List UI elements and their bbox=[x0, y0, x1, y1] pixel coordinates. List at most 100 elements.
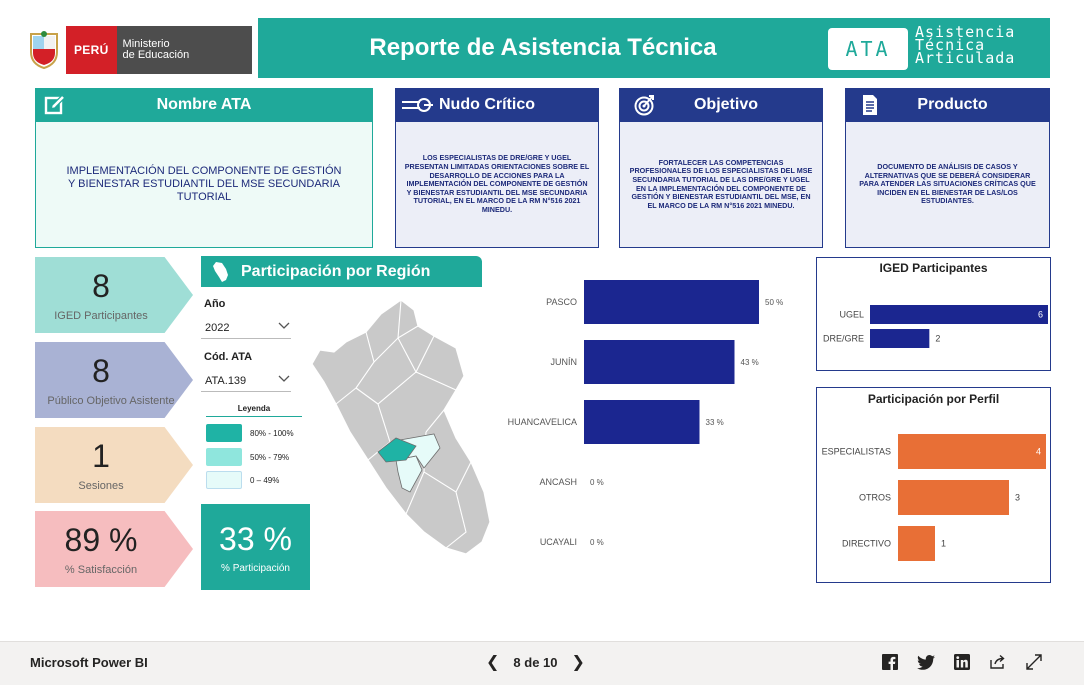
kpi-satisfaccion: 89 % % Satisfacción bbox=[35, 511, 193, 587]
legend-swatch-high bbox=[206, 424, 242, 442]
minedu-logo: PERÚ Ministerio de Educación bbox=[22, 26, 252, 74]
kpi-sesiones-value: 1 bbox=[92, 438, 110, 474]
region-bar bbox=[584, 340, 735, 384]
region-bar-category: PASCO bbox=[546, 297, 577, 307]
code-select[interactable]: ATA.139 bbox=[201, 370, 291, 392]
legend-item-mid: 50% - 79% bbox=[206, 448, 289, 466]
region-bar bbox=[584, 400, 700, 444]
iged-bar-value-label: 6 bbox=[1038, 310, 1043, 320]
nombre-ata-header: Nombre ATA bbox=[35, 88, 373, 122]
legend-title: Leyenda bbox=[206, 404, 302, 417]
chevron-down-icon bbox=[277, 374, 291, 387]
objetivo-body: FORTALECER LAS COMPETENCIAS PROFESIONALE… bbox=[619, 122, 823, 248]
region-bar-category: ANCASH bbox=[539, 477, 577, 487]
region-bar-category: UCAYALI bbox=[540, 537, 577, 547]
region-header: Participación por Región bbox=[201, 256, 482, 287]
producto-title: Producto bbox=[917, 96, 988, 113]
year-select-value: 2022 bbox=[205, 321, 230, 334]
kpi-satisfaccion-value: 89 % bbox=[64, 522, 138, 558]
iged-bar-value-label: 2 bbox=[935, 334, 940, 344]
edit-icon bbox=[35, 94, 75, 116]
legend-label-mid: 50% - 79% bbox=[250, 452, 290, 462]
objetivo-header: Objetivo bbox=[619, 88, 823, 122]
perfil-bar-category: DIRECTIVO bbox=[842, 539, 891, 549]
perfil-bar bbox=[898, 434, 1046, 469]
kpi-participacion-label: % Participación bbox=[221, 562, 290, 574]
peru-label: PERÚ bbox=[66, 26, 117, 74]
legend-swatch-mid bbox=[206, 448, 242, 466]
kpi-iged-value: 8 bbox=[92, 268, 110, 304]
legend-item-high: 80% - 100% bbox=[206, 424, 294, 442]
power-bi-link[interactable]: Microsoft Power BI bbox=[30, 655, 148, 670]
knot-icon bbox=[395, 96, 439, 114]
legend-label-low: 0 – 49% bbox=[250, 475, 280, 485]
kpi-iged-label: IGED Participantes bbox=[54, 310, 148, 322]
legend-swatch-low bbox=[206, 471, 242, 489]
page-navigator: ❮ 8 de 10 ❯ bbox=[486, 652, 585, 672]
iged-bar-category: DRE/GRE bbox=[823, 334, 864, 344]
page-indicator: 8 de 10 bbox=[513, 654, 558, 670]
kpi-participacion-value: 33 % bbox=[219, 520, 292, 557]
perfil-bar bbox=[898, 480, 1009, 515]
kpi-sesiones-label: Sesiones bbox=[78, 480, 124, 492]
perfil-bar-category: OTROS bbox=[859, 493, 891, 503]
ata-full-name: Asistencia Técnica Articulada bbox=[915, 23, 1045, 67]
iged-bar-category: UGEL bbox=[839, 310, 864, 320]
nombre-ata-body: IMPLEMENTACIÓN DEL COMPONENTE DE GESTIÓN… bbox=[35, 122, 373, 248]
document-icon bbox=[845, 94, 895, 116]
nombre-ata-title: Nombre ATA bbox=[156, 96, 252, 113]
ata-badge: ATA bbox=[828, 28, 908, 70]
perfil-bar bbox=[898, 526, 935, 561]
objetivo-title: Objetivo bbox=[693, 96, 758, 113]
peru-region-map[interactable] bbox=[306, 292, 506, 572]
perfil-panel-title: Participación por Perfil bbox=[867, 392, 1000, 406]
kpi-iged-participantes: 8 IGED Participantes bbox=[35, 257, 193, 333]
map-outline bbox=[311, 299, 491, 555]
footer-bar bbox=[0, 641, 1084, 685]
code-filter-label: Cód. ATA bbox=[204, 351, 253, 363]
chevron-down-icon bbox=[277, 321, 291, 334]
chevron-left-icon[interactable]: ❮ bbox=[486, 654, 500, 671]
kpi-satisfaccion-label: % Satisfacción bbox=[64, 564, 138, 576]
nudo-critico-header: Nudo Crítico bbox=[395, 88, 599, 122]
year-select[interactable]: 2022 bbox=[201, 317, 291, 339]
code-select-value: ATA.139 bbox=[205, 374, 247, 387]
kpi-participacion: 33 % % Participación bbox=[201, 504, 310, 590]
coat-of-arms-icon bbox=[22, 28, 66, 72]
region-bar-value-label: 43 % bbox=[741, 358, 759, 367]
linkedin-icon[interactable] bbox=[952, 652, 972, 672]
producto-header: Producto bbox=[845, 88, 1050, 122]
nudo-critico-body: LOS ESPECIALISTAS DE DRE/GRE Y UGEL PRES… bbox=[395, 122, 599, 248]
region-bar-chart: PASCO 50 % JUNÍN 43 % HUANCAVELICA 33 % ANCASH… bbox=[508, 280, 783, 547]
ata-full-line-1: Asistencia bbox=[915, 23, 1016, 41]
region-bar-value-label: 33 % bbox=[706, 418, 724, 427]
expand-icon[interactable] bbox=[1024, 652, 1044, 672]
iged-bar-chart: UGEL 6 DRE/GRE 2 bbox=[823, 305, 1048, 348]
chevron-right-icon[interactable]: ❯ bbox=[571, 654, 585, 671]
region-bar-category: HUANCAVELICA bbox=[508, 417, 577, 427]
year-filter-label: Año bbox=[204, 298, 226, 310]
ata-full-line-2: Técnica bbox=[915, 36, 986, 54]
page-title: Reporte de Asistencia Técnica bbox=[369, 34, 717, 61]
perfil-bar-value-label: 1 bbox=[941, 539, 946, 549]
perfil-bar-category: ESPECIALISTAS bbox=[822, 447, 891, 457]
iged-panel-title: IGED Participantes bbox=[879, 261, 988, 275]
kpi-sesiones: 1 Sesiones bbox=[35, 427, 193, 503]
kpi-publico-value: 8 bbox=[92, 353, 110, 389]
nudo-critico-title: Nudo Crítico bbox=[439, 96, 535, 113]
perfil-bar-value-label: 4 bbox=[1036, 447, 1041, 457]
title-bar bbox=[258, 18, 1050, 78]
share-icon[interactable] bbox=[988, 652, 1008, 672]
ministry-line-1: Ministerio bbox=[122, 38, 170, 50]
legend-item-low: 0 – 49% bbox=[206, 471, 279, 489]
perfil-bar-chart: ESPECIALISTAS 4 OTROS 3 DIRECTIVO 1 bbox=[822, 434, 1046, 561]
region-title: Participación por Región bbox=[241, 262, 431, 280]
kpi-publico-objetivo: 8 Público Objetivo Asistente bbox=[35, 342, 193, 418]
target-icon bbox=[619, 94, 669, 116]
region-bar bbox=[584, 280, 759, 324]
facebook-icon[interactable] bbox=[880, 652, 900, 672]
twitter-icon[interactable] bbox=[916, 652, 936, 672]
ata-full-line-3: Articulada bbox=[915, 49, 1016, 67]
iged-bar bbox=[870, 305, 1048, 324]
map-region-pasco[interactable] bbox=[377, 437, 417, 463]
